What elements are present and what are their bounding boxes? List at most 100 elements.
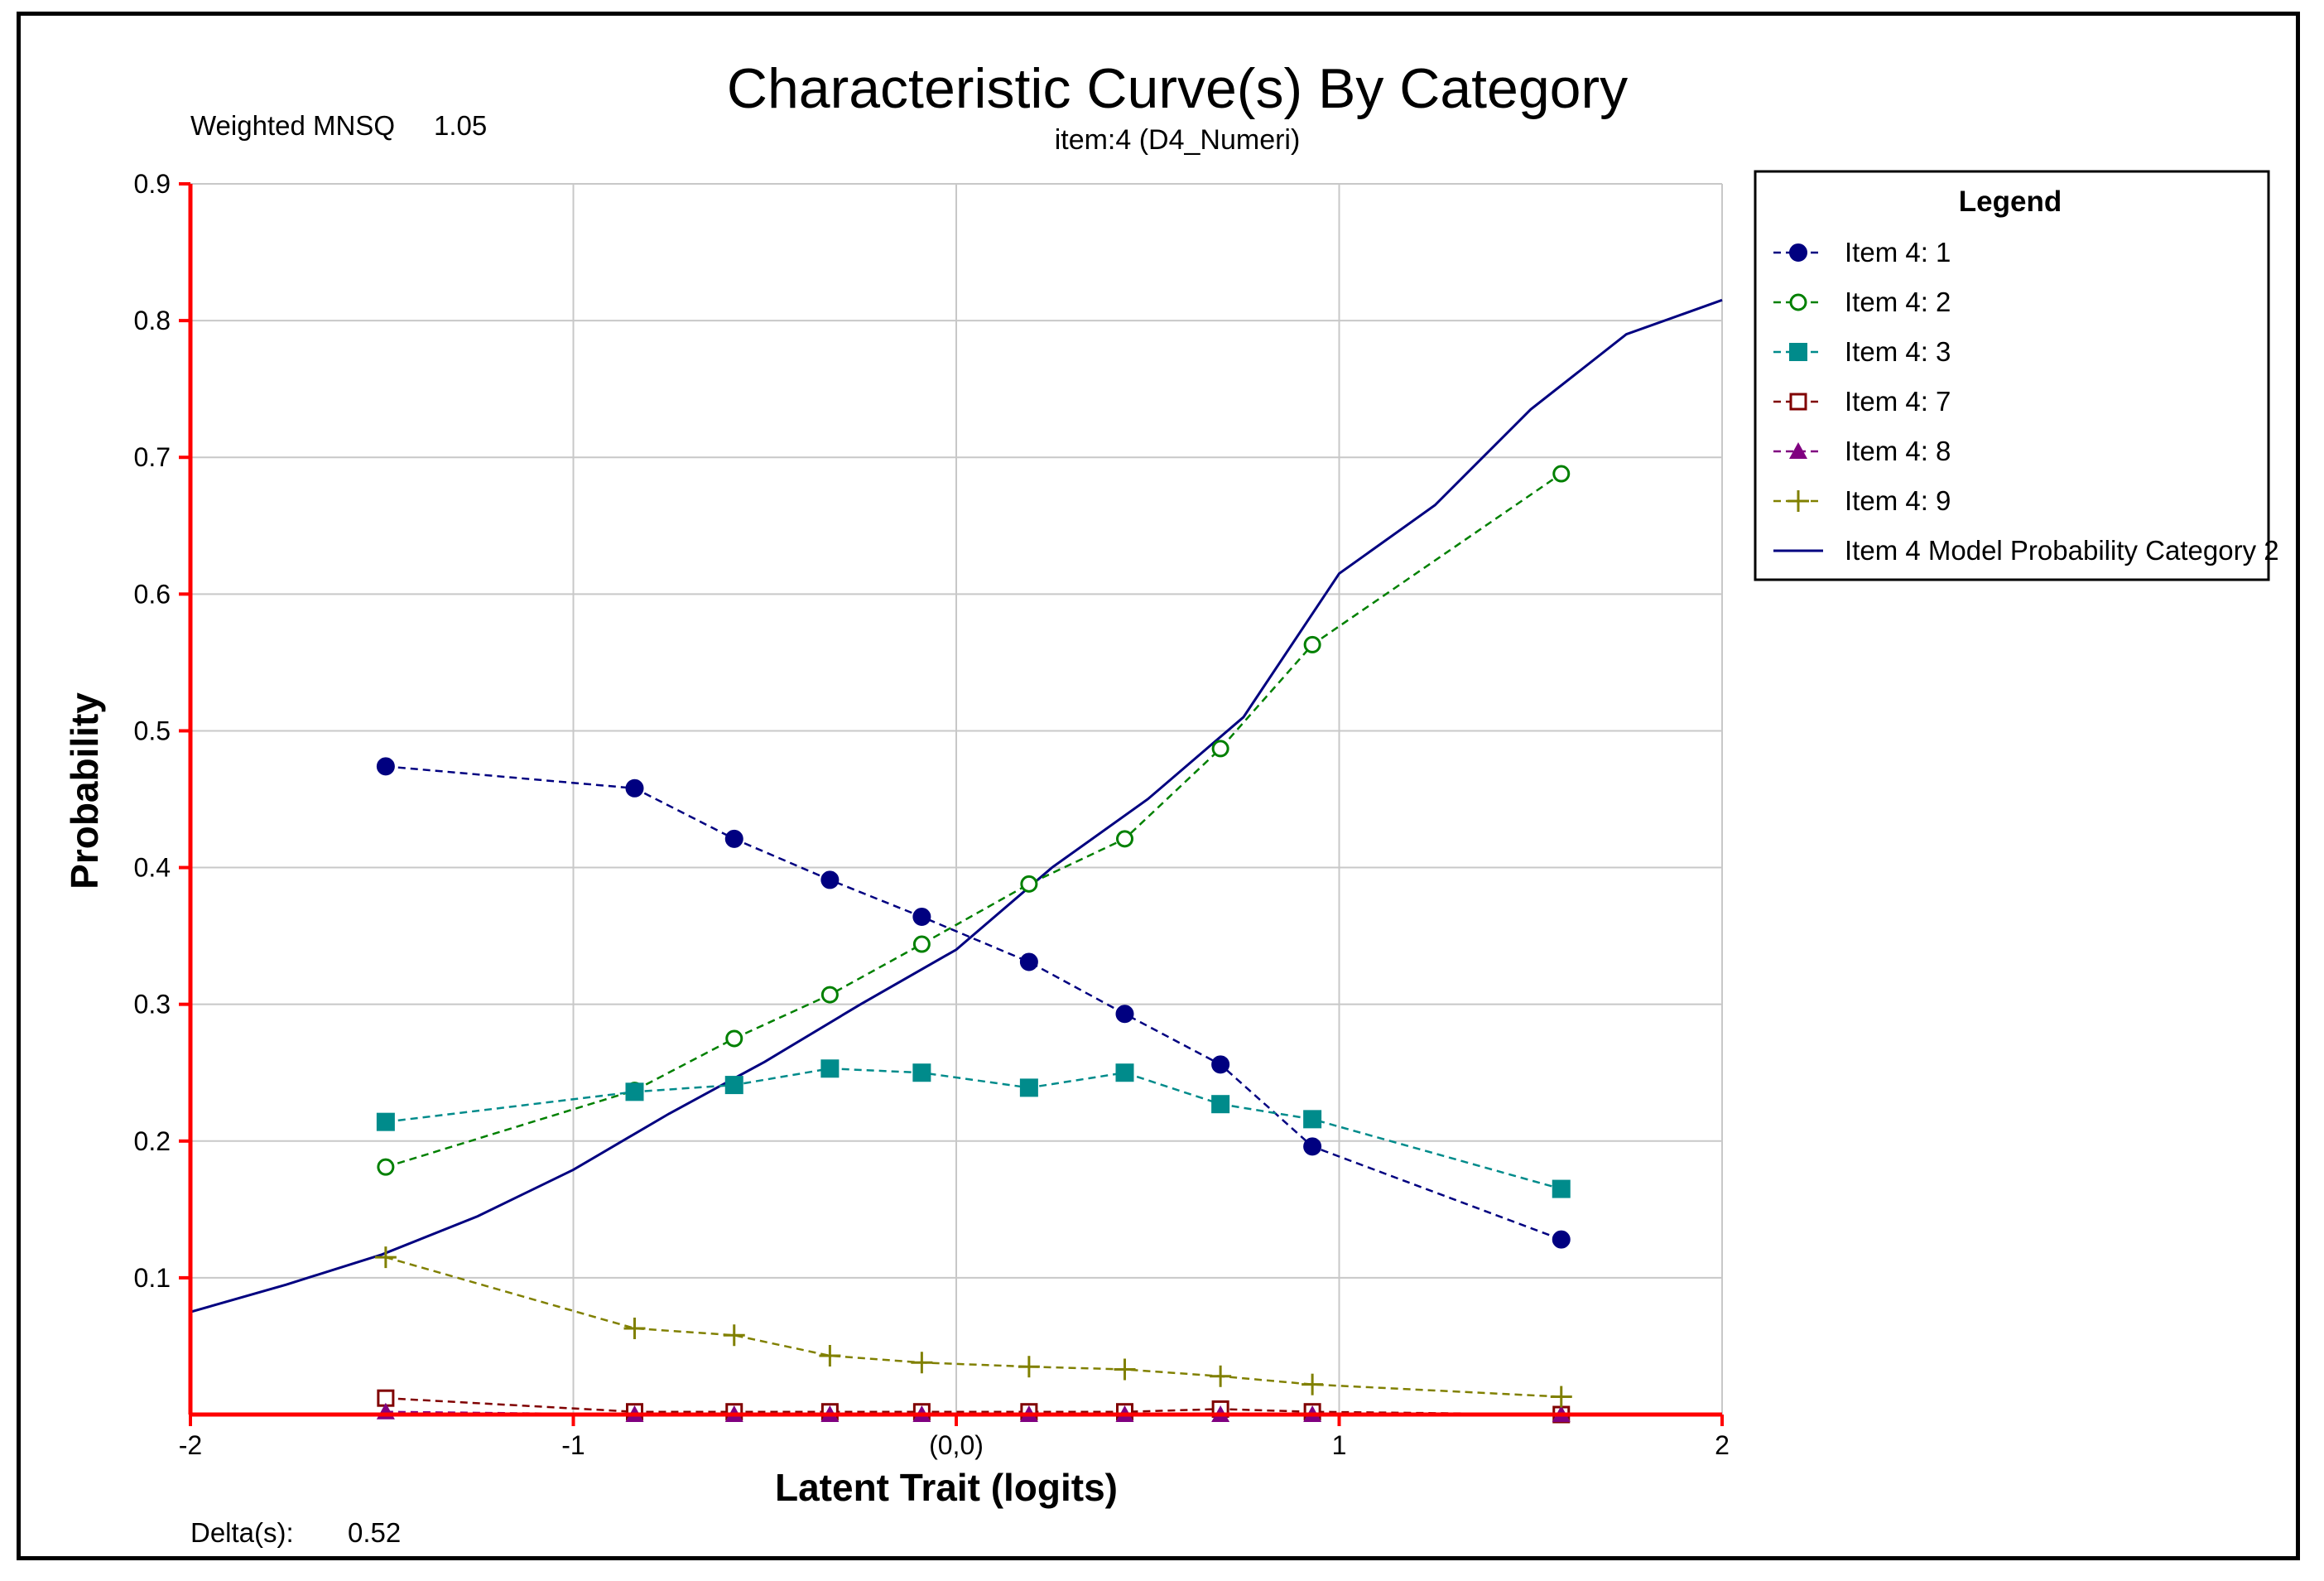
data-point xyxy=(623,1317,646,1339)
data-point xyxy=(1550,1386,1572,1408)
x-tick-label: 2 xyxy=(1715,1430,1730,1460)
weighted-mnsq-label: Weighted MNSQ xyxy=(190,110,395,141)
series-4 xyxy=(377,1389,1571,1424)
data-point xyxy=(376,1112,395,1131)
delta-value: 0.52 xyxy=(348,1517,401,1548)
series-6 xyxy=(374,1246,1572,1408)
data-point xyxy=(1303,635,1321,653)
legend-marker xyxy=(1789,393,1807,411)
y-tick-label: 0.3 xyxy=(134,990,171,1019)
legend-label: Item 4: 9 xyxy=(1845,485,1951,516)
model-probability-line xyxy=(190,298,1723,1313)
data-point xyxy=(1116,830,1133,848)
data-point xyxy=(912,935,931,953)
x-tick-label: -1 xyxy=(561,1430,585,1460)
data-point xyxy=(1210,1365,1232,1387)
y-tick-label: 0.1 xyxy=(134,1263,171,1293)
data-point xyxy=(912,907,931,926)
data-point xyxy=(820,870,840,889)
data-point xyxy=(819,1345,841,1367)
model-curve-layer xyxy=(190,298,1723,1313)
y-tick-label: 0.7 xyxy=(134,442,171,472)
weighted-mnsq-value: 1.05 xyxy=(434,110,487,141)
data-point xyxy=(820,986,839,1004)
y-tick-label: 0.4 xyxy=(134,853,171,883)
data-point xyxy=(1303,1110,1322,1129)
legend-marker xyxy=(1789,343,1807,361)
data-point xyxy=(1552,465,1571,483)
data-point xyxy=(1018,1356,1040,1378)
series-line xyxy=(385,1396,1561,1416)
data-point xyxy=(723,1324,745,1347)
data-point xyxy=(1211,1055,1230,1074)
legend-marker xyxy=(1789,293,1807,311)
y-tick-label: 0.9 xyxy=(134,169,171,199)
legend-box xyxy=(1754,170,2270,581)
series-line xyxy=(385,473,1562,1169)
x-tick-label: (0,0) xyxy=(929,1430,984,1460)
legend-item: Item 4: 2 xyxy=(1773,287,1951,317)
legend-marker xyxy=(1789,442,1807,459)
delta-label: Delta(s): xyxy=(190,1517,294,1548)
legend-label: Item 4: 1 xyxy=(1845,237,1951,268)
series-1 xyxy=(376,757,1571,1249)
y-tick-label: 0.5 xyxy=(134,716,171,745)
data-point xyxy=(376,757,395,776)
data-point xyxy=(1019,1078,1038,1097)
data-point xyxy=(1552,1230,1571,1249)
legend-item: Item 4: 8 xyxy=(1773,436,1951,466)
data-point xyxy=(374,1246,397,1269)
y-tick-label: 0.8 xyxy=(134,306,171,335)
data-point xyxy=(724,829,743,848)
data-point xyxy=(912,1063,931,1082)
axes xyxy=(179,182,1724,1426)
legend-label: Item 4: 8 xyxy=(1845,436,1951,466)
data-point xyxy=(724,1076,743,1095)
legend-marker xyxy=(1789,243,1807,262)
data-point xyxy=(725,1029,743,1048)
data-point xyxy=(1303,1137,1322,1156)
series-layer xyxy=(374,465,1572,1424)
series-2 xyxy=(377,465,1571,1176)
grid-lines xyxy=(190,183,1723,1415)
legend-items: Item 4: 1 Item 4: 2 Item 4: 3 Item 4: 7 Item… xyxy=(1773,237,2279,566)
data-point xyxy=(1302,1373,1324,1395)
legend-item: Item 4: 7 xyxy=(1773,386,1951,417)
legend-item: Item 4: 1 xyxy=(1773,237,1951,268)
data-point xyxy=(820,1059,840,1078)
data-point xyxy=(1211,1095,1230,1114)
legend-label: Item 4 Model Probability Category 2 xyxy=(1845,535,2279,566)
tick-labels: 0.1 0.2 0.3 0.4 0.5 0.6 0.7 0.8 0.9 -2 -1 (0,0) 1 2 xyxy=(134,169,1730,1460)
chart-title: Characteristic Curve(s) By Category xyxy=(727,57,1628,120)
data-point xyxy=(1020,875,1038,893)
x-axis-label: Latent Trait (logits) xyxy=(775,1466,1118,1509)
series-3 xyxy=(376,1059,1571,1198)
data-point xyxy=(1552,1179,1571,1198)
data-point xyxy=(1115,1005,1134,1024)
data-point xyxy=(625,778,644,798)
data-point xyxy=(1211,740,1229,758)
legend-label: Item 4: 7 xyxy=(1845,386,1951,417)
legend-item: Item 4: 9 xyxy=(1773,485,1951,516)
series-line xyxy=(385,765,1562,1241)
legend-title: Legend xyxy=(1959,186,2062,218)
data-point xyxy=(1115,1063,1134,1082)
series-line xyxy=(385,1256,1561,1398)
y-axis-label: Probability xyxy=(63,692,106,889)
y-tick-label: 0.2 xyxy=(134,1126,171,1156)
legend-item: Item 4 Model Probability Category 2 xyxy=(1773,535,2279,566)
data-point xyxy=(1019,952,1038,971)
legend-item: Item 4: 3 xyxy=(1773,336,1951,367)
data-point xyxy=(377,1158,395,1176)
legend-label: Item 4: 2 xyxy=(1845,287,1951,317)
chart-subtitle: item:4 (D4_Numeri) xyxy=(1055,124,1301,156)
series-line xyxy=(385,1068,1562,1190)
legend-label: Item 4: 3 xyxy=(1845,336,1951,367)
x-tick-label: -2 xyxy=(179,1430,202,1460)
x-tick-label: 1 xyxy=(1332,1430,1347,1460)
data-point xyxy=(625,1082,644,1101)
legend-marker xyxy=(1788,490,1809,512)
y-tick-label: 0.6 xyxy=(134,579,171,609)
